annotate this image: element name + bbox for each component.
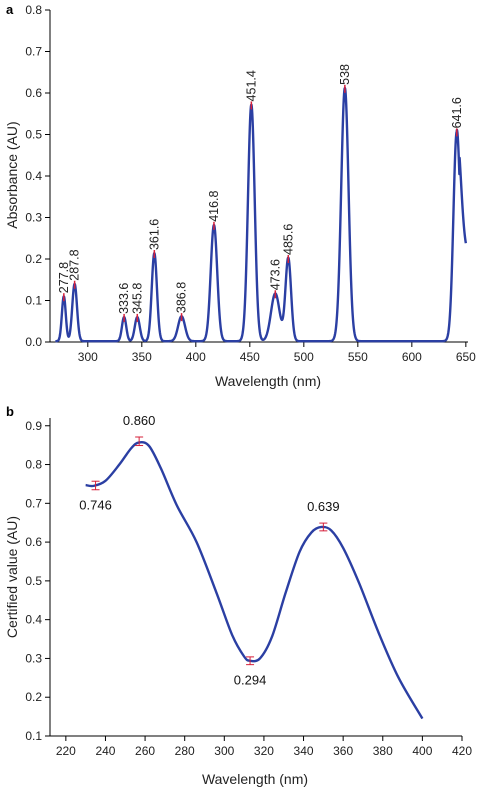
b-y-tick-label: 0.4 [25,613,42,627]
error-bar [319,522,328,532]
b-y-tick-label: 0.9 [25,419,42,433]
b-y-tick-label: 0.3 [25,651,42,665]
value-label: 0.294 [234,673,267,688]
value-label: 0.746 [79,498,112,513]
peak-label: 538 [338,64,352,85]
b-y-tick-label: 0.8 [25,458,42,472]
value-label: 0.639 [307,499,340,514]
a-y-tick-label: 0.6 [25,86,42,100]
peak-label: 485.6 [281,224,295,255]
b-y-tick-label: 0.7 [25,496,42,510]
peak-label: 386.8 [175,282,189,313]
x-axis-label-b: Wavelength (nm) [202,771,308,787]
b-x-tick-label: 320 [254,744,274,758]
certified-line [85,441,424,720]
a-x-tick-label: 450 [240,350,260,364]
a-y-tick-label: 0.1 [25,294,42,308]
a-x-tick-label: 650 [456,350,476,364]
peak-label: 287.8 [68,249,82,280]
b-y-tick-label: 0.1 [25,729,42,743]
peak-label: 451.4 [244,70,258,101]
a-x-tick-label: 550 [348,350,368,364]
b-x-tick-label: 400 [412,744,432,758]
b-x-tick-label: 420 [452,744,472,758]
axes-a: 300 350 400 450 500 550 600 650 0.0 0.1 0.2 0.3 0.4 0… [25,3,476,364]
peak-label: 345.8 [130,283,144,314]
b-y-tick-label: 0.2 [25,690,42,704]
b-x-tick-label: 260 [135,744,155,758]
peak-label: 361.6 [147,219,161,250]
peak-label: 641.6 [450,97,464,128]
panel-label-a: a [6,2,14,17]
a-x-tick-label: 300 [78,350,98,364]
peak-label: 333.6 [117,283,131,314]
a-y-tick-label: 0.4 [25,169,42,183]
a-x-tick-label: 600 [402,350,422,364]
b-y-tick-label: 0.6 [25,535,42,549]
certified-curve [85,441,424,720]
peak-label: 473.6 [268,259,282,290]
value-label: 0.860 [123,413,156,428]
axes-b: 220 240 260 280 300 320 340 360 380 400 420 0.1 0.2 0… [25,418,472,758]
b-y-tick-label: 0.5 [25,574,42,588]
a-y-tick-label: 0.2 [25,252,42,266]
b-x-tick-label: 360 [333,744,353,758]
a-x-tick-label: 400 [186,350,206,364]
a-y-tick-label: 0.8 [25,3,42,17]
x-axis-label-a: Wavelength (nm) [215,373,321,389]
b-x-tick-label: 240 [95,744,115,758]
error-bar [246,656,255,666]
panel-label-b: b [6,404,14,419]
b-x-tick-label: 300 [214,744,234,758]
y-axis-label-b: Certified value (AU) [4,516,20,638]
y-axis-label-a: Absorbance (AU) [4,121,20,228]
certified-value-chart: b 220 240 260 280 300 320 340 360 380 400 420 0.1 0.… [4,404,472,787]
error-bar [91,480,100,491]
a-y-tick-label: 0.5 [25,128,42,142]
a-y-tick-label: 0.7 [25,45,42,59]
absorbance-spectrum-chart: a 300 350 400 450 500 550 600 650 0.0 0.1 0.2 0.3 0.… [4,2,476,389]
peak-label: 277.8 [57,262,71,293]
b-x-tick-label: 340 [294,744,314,758]
certified-points: 0.746 0.860 0.294 0.639 [79,413,339,688]
a-x-tick-label: 500 [294,350,314,364]
b-x-tick-label: 380 [373,744,393,758]
error-bar [135,436,144,447]
b-x-tick-label: 280 [175,744,195,758]
b-x-tick-label: 220 [56,744,76,758]
a-y-tick-label: 0.3 [25,211,42,225]
peak-label: 416.8 [207,190,221,221]
a-x-tick-label: 350 [132,350,152,364]
a-y-tick-label: 0.0 [25,335,42,349]
